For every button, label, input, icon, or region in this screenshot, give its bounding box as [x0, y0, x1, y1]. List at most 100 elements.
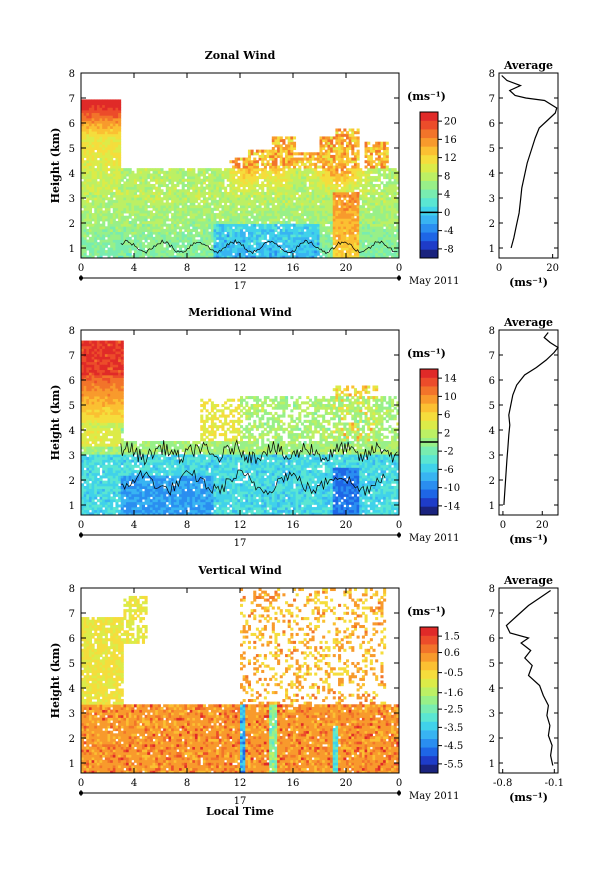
heatmap-cell [303, 168, 307, 172]
heatmap-cell [83, 417, 87, 421]
heatmap-cell [192, 255, 196, 259]
heatmap-cell [83, 247, 87, 251]
heatmap-cell [396, 234, 400, 238]
heatmap-cell [356, 239, 360, 243]
heatmap-cell [208, 178, 212, 182]
heatmap-cell [91, 139, 95, 143]
heatmap-cell [300, 231, 304, 235]
heatmap-cell [176, 210, 180, 214]
heatmap-cell [375, 199, 379, 203]
heatmap-cell [330, 139, 334, 143]
heatmap-cell [99, 99, 103, 103]
heatmap-cell [293, 162, 297, 166]
heatmap-cell [136, 199, 140, 203]
heatmap-cell [118, 194, 122, 198]
heatmap-cell [104, 189, 108, 193]
heatmap-cell [380, 250, 384, 254]
heatmap-cell [282, 191, 286, 195]
heatmap-cell [189, 252, 193, 256]
heatmap-cell [86, 414, 90, 418]
heatmap-cell [277, 218, 281, 222]
heatmap-cell [369, 168, 373, 172]
heatmap-cell [388, 228, 392, 232]
heatmap-cell [88, 425, 92, 429]
heatmap-cell [176, 202, 180, 206]
heatmap-cell [282, 197, 286, 201]
heatmap-cell [383, 231, 387, 235]
heatmap-cell [128, 255, 132, 259]
heatmap-cell [369, 202, 373, 206]
heatmap-cell [324, 139, 328, 143]
heatmap-cell [375, 218, 379, 222]
heatmap-cell [367, 231, 371, 235]
heatmap-cell [88, 202, 92, 206]
heatmap-cell [237, 165, 241, 169]
heatmap-cell [300, 202, 304, 206]
heatmap-cell [266, 255, 270, 259]
heatmap-cell [322, 154, 326, 158]
heatmap-cell [348, 250, 352, 254]
heatmap-cell [179, 247, 183, 251]
heatmap-cell [192, 247, 196, 251]
heatmap-cell [385, 234, 389, 238]
heatmap-cell [86, 456, 90, 460]
heatmap-cell [279, 139, 283, 143]
heatmap-cell [139, 215, 143, 219]
heatmap-cell [377, 218, 381, 222]
heatmap-cell [319, 186, 323, 190]
heatmap-cell [187, 176, 191, 180]
heatmap-cell [86, 404, 90, 408]
heatmap-cell [213, 181, 217, 185]
heatmap-cell [285, 231, 289, 235]
heatmap-cell [88, 470, 92, 474]
heatmap-cell [290, 154, 294, 158]
heatmap-cell [181, 221, 185, 225]
heatmap-cell [338, 139, 342, 143]
heatmap-cell [81, 239, 85, 243]
heatmap-cell [102, 205, 106, 209]
heatmap-cell [383, 170, 387, 174]
heatmap-cell [303, 170, 307, 174]
heatmap-cell [287, 170, 291, 174]
colorbar-frame [419, 111, 439, 259]
heatmap-cell [112, 125, 116, 129]
heatmap-cell [319, 250, 323, 254]
heatmap-cell [86, 131, 90, 135]
heatmap-cell [298, 160, 302, 164]
heatmap-cell [139, 218, 143, 222]
heatmap-cell [163, 252, 167, 256]
heatmap-cell [293, 170, 297, 174]
heatmap-cell [160, 168, 164, 172]
heatmap-cell [118, 131, 122, 135]
heatmap-cell [181, 236, 185, 240]
heatmap-cell [96, 250, 100, 254]
heatmap-cell [255, 194, 259, 198]
heatmap-cell [396, 178, 400, 182]
heatmap-cell [332, 186, 336, 190]
heatmap-cell [176, 226, 180, 230]
heatmap-cell [263, 228, 267, 232]
heatmap-cell [141, 205, 145, 209]
heatmap-cell [316, 205, 320, 209]
heatmap-cell [316, 152, 320, 156]
heatmap-cell [165, 202, 169, 206]
heatmap-cell [115, 252, 119, 256]
heatmap-cell [107, 149, 111, 153]
heatmap-cell [290, 223, 294, 227]
heatmap-cell [120, 221, 124, 225]
heatmap-cell [311, 189, 315, 193]
heatmap-cell [86, 160, 90, 164]
heatmap-cell [351, 234, 355, 238]
heatmap-cell [388, 202, 392, 206]
heatmap-cell [86, 345, 90, 349]
heatmap-cell [359, 239, 363, 243]
heatmap-cell [139, 168, 143, 172]
heatmap-cell [184, 236, 188, 240]
heatmap-cell [372, 231, 376, 235]
heatmap-cell [187, 205, 191, 209]
heatmap-cell [226, 210, 230, 214]
heatmap-cell [181, 210, 185, 214]
heatmap-cell [205, 250, 209, 254]
heatmap-cell [118, 112, 122, 116]
heatmap-cell [330, 205, 334, 209]
